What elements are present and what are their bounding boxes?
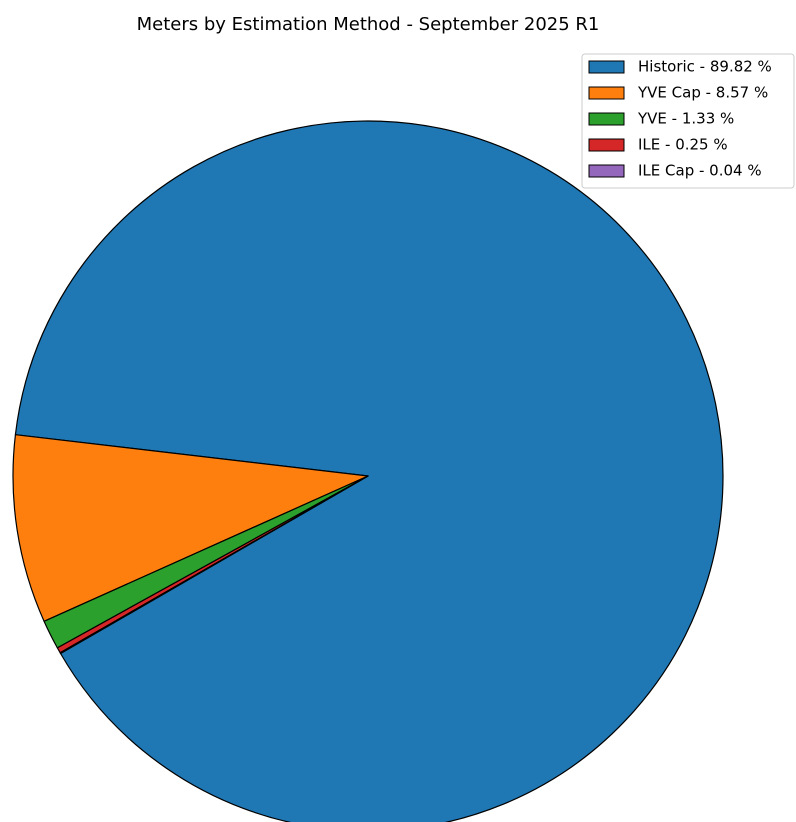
legend-box (581, 53, 795, 189)
slices (12, 120, 724, 822)
legend-label: ILE - 0.25 % (638, 136, 728, 154)
legend-swatch (588, 138, 625, 152)
legend-label: Historic - 89.82 % (638, 58, 772, 76)
legend-swatch (588, 112, 625, 126)
legend-swatch (588, 86, 625, 100)
legend-label: YVE Cap - 8.57 % (637, 84, 768, 102)
legend-label: YVE - 1.33 % (637, 110, 734, 128)
legend: Historic - 89.82 % YVE Cap - 8.57 % YVE - … (581, 53, 795, 189)
legend-swatch (588, 164, 625, 178)
pie-slice (12, 434, 369, 622)
legend-label: ILE Cap - 0.04 % (638, 162, 762, 180)
pie-slice (59, 475, 369, 655)
pie-slice (14, 120, 724, 822)
legend-swatch (588, 60, 625, 74)
chart-title: Meters by Estimation Method - September … (137, 14, 600, 35)
